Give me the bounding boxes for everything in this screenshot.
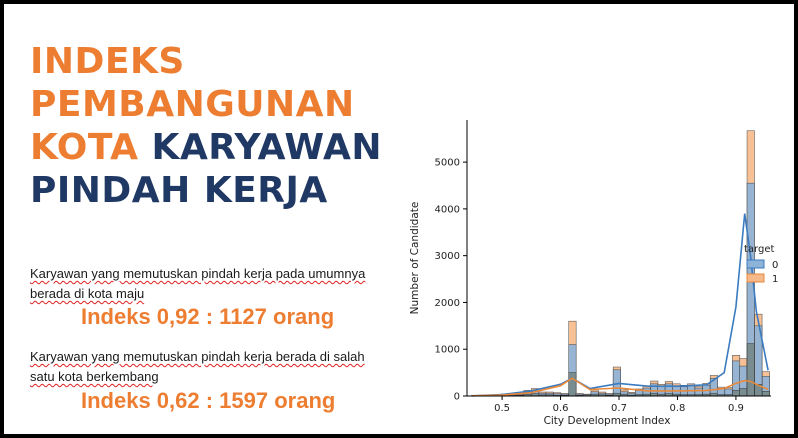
- title-line-2-part-1: PEMBANGUNAN: [30, 84, 355, 125]
- legend-title: target: [744, 244, 774, 255]
- x-tick-label-0: 0.5: [494, 403, 510, 414]
- kde-line-target-0: [472, 213, 769, 397]
- y-tick-label-5: 5000: [435, 158, 460, 169]
- title-line-3-part-1: KOTA: [30, 127, 152, 168]
- title-line-1: INDEKS: [30, 40, 382, 83]
- legend-label-1: 1: [772, 274, 778, 285]
- legend-swatch-0: [746, 259, 765, 269]
- bar-overlap-37: [746, 343, 755, 397]
- legend-label-0: 0: [772, 260, 778, 271]
- title-line-2: PEMBANGUNAN: [30, 83, 382, 126]
- x-tick-label-2: 0.7: [611, 403, 627, 414]
- title-line-3: KOTA KARYAWAN: [30, 126, 382, 169]
- y-tick-label-2: 2000: [435, 298, 460, 309]
- slide-title: INDEKS PEMBANGUNAN KOTA KARYAWAN PINDAH KER…: [30, 40, 382, 212]
- stat-2: Indeks 0,62 : 1597 orang: [81, 388, 336, 413]
- bar-overlap-36: [739, 388, 748, 397]
- description-1-line-2: berada di kota maju: [30, 286, 145, 301]
- description-2: Karyawan yang memutuskan pindah kerja be…: [30, 347, 410, 387]
- x-tick-label-1: 0.6: [553, 403, 569, 414]
- histogram-chart: 0 1000 2000 3000 4000 5000 0.5 0.6 0.7 0.8 0.9 City…: [409, 120, 778, 427]
- legend-swatch-1: [746, 273, 765, 283]
- bar-overlap-39: [761, 391, 770, 397]
- y-axis-label: Number of Candidate: [409, 202, 421, 315]
- stat-1: Indeks 0,92 : 1127 orang: [81, 304, 335, 329]
- title-line-3-part-2: KARYAWAN: [151, 127, 383, 168]
- y-tick-label-1: 1000: [435, 345, 460, 356]
- description-2-line-1: Karyawan yang memutuskan pindah kerja be…: [30, 349, 365, 364]
- description-1-line-1: Karyawan yang memutuskan pindah kerja pa…: [30, 266, 366, 281]
- y-tick-label-4: 4000: [435, 204, 460, 215]
- bar-overlap-13: [568, 372, 577, 397]
- kde-line-target-1: [472, 377, 769, 397]
- x-axis-label: City Development Index: [544, 415, 671, 427]
- title-line-1-part-1: INDEKS: [30, 41, 185, 82]
- y-tick-label-0: 0: [454, 392, 460, 403]
- y-tick-label-3: 3000: [435, 251, 460, 262]
- x-tick-label-3: 0.8: [670, 403, 686, 414]
- description-2-line-2: satu kota berkembang: [30, 369, 159, 384]
- description-1: Karyawan yang memutuskan pindah kerja pa…: [30, 264, 410, 304]
- title-line-4: PINDAH KERJA: [30, 169, 382, 212]
- title-line-4-part-1: PINDAH KERJA: [30, 170, 328, 211]
- bar-overlap-35: [732, 390, 741, 397]
- x-tick-label-4: 0.9: [728, 403, 744, 414]
